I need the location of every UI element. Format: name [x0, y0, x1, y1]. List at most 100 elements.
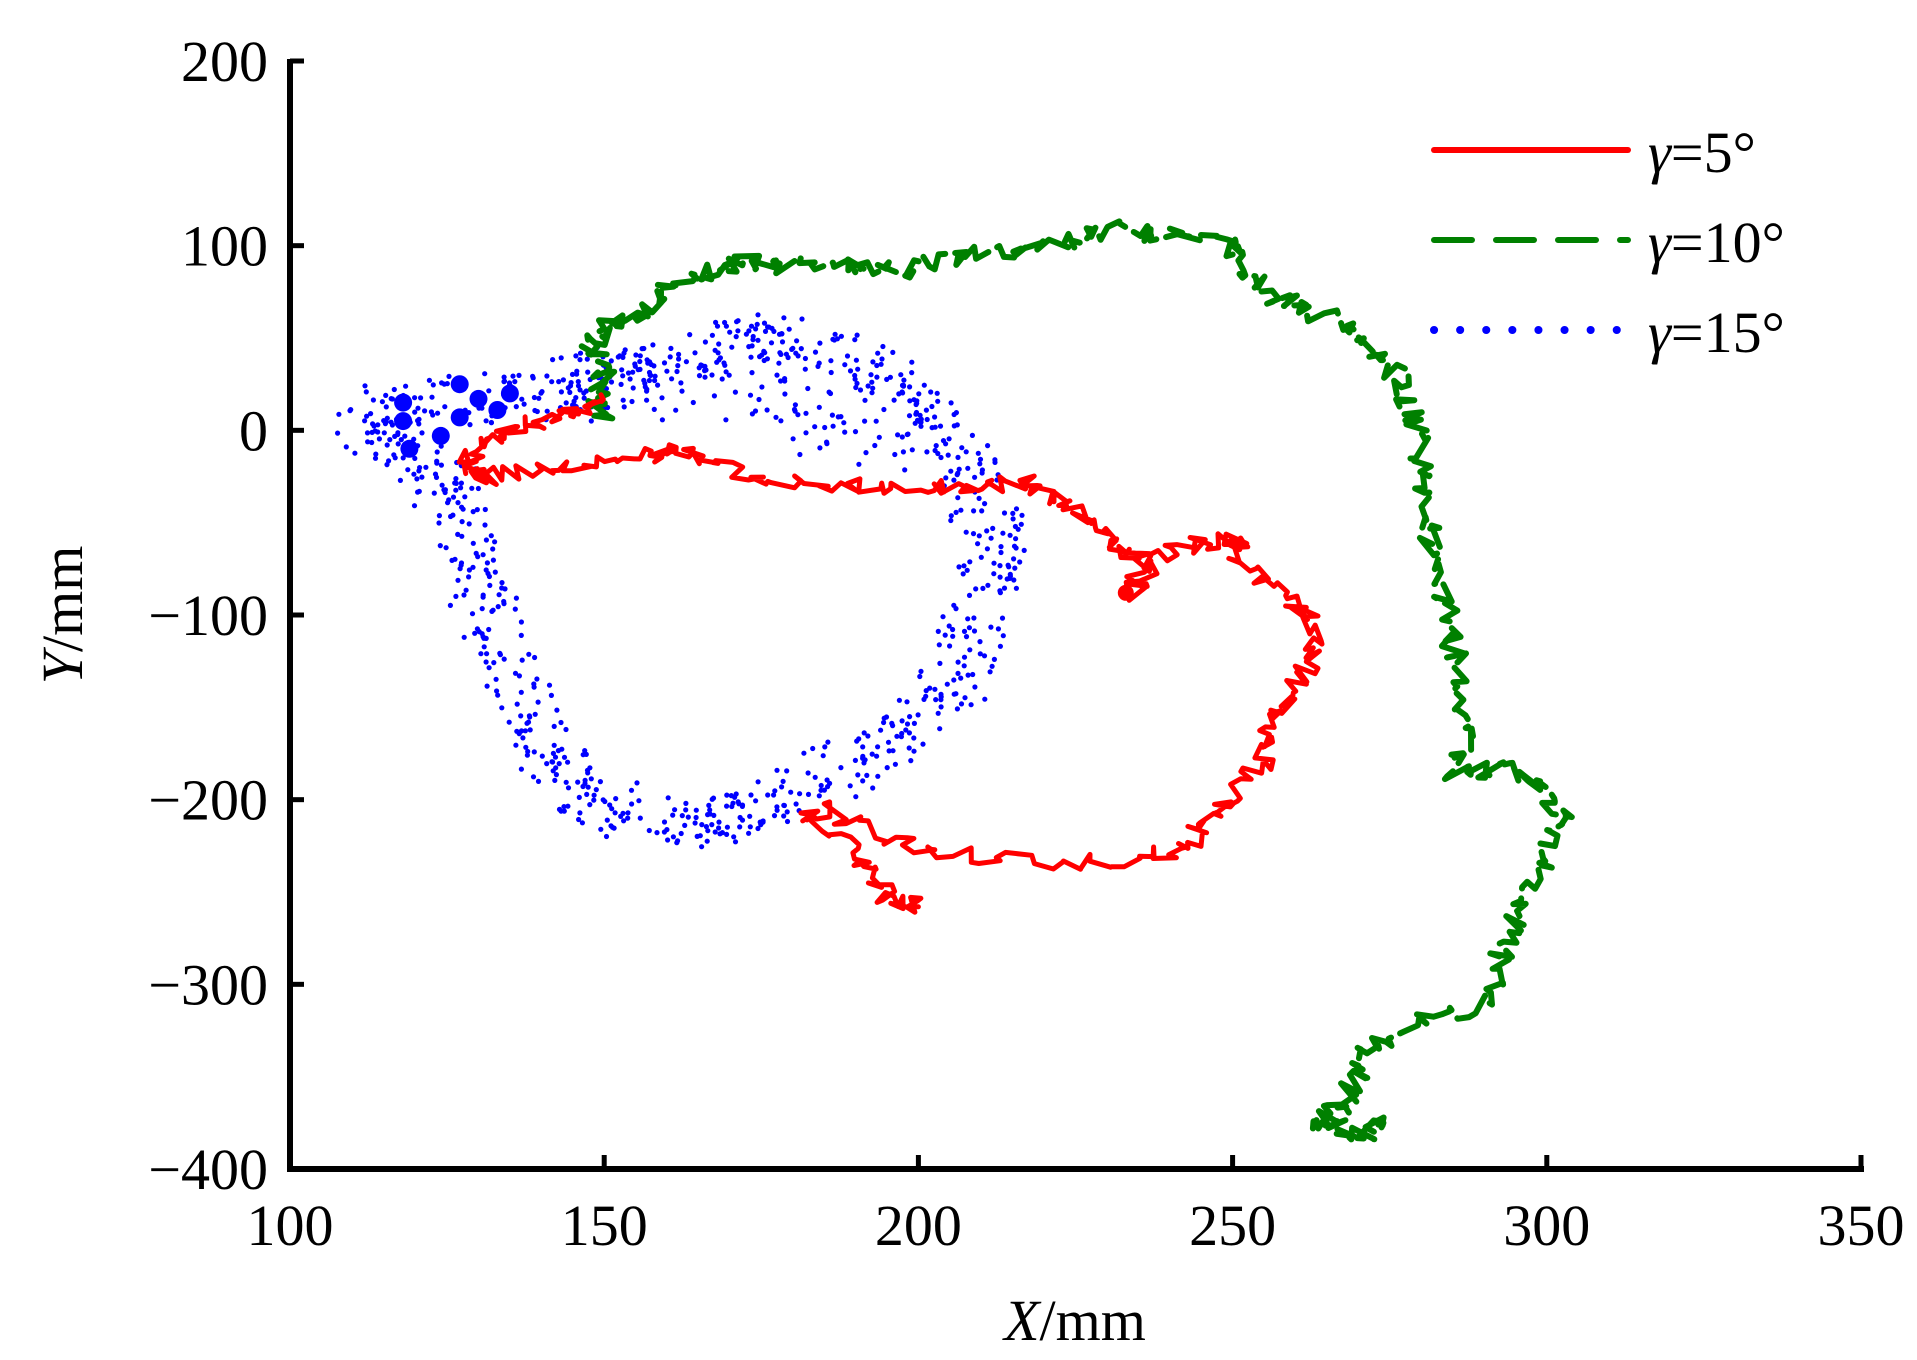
- series-gamma-15-point: [707, 811, 713, 817]
- legend-item: γ=5°: [1431, 120, 1756, 185]
- series-gamma-15-point: [470, 564, 476, 570]
- series-gamma-15-point: [788, 789, 794, 795]
- series-gamma-15-point: [531, 749, 537, 755]
- series-gamma-15-point: [702, 363, 708, 369]
- series-gamma-15-point: [412, 395, 418, 401]
- series-gamma-15-point: [852, 429, 859, 435]
- series-gamma-15-point: [906, 730, 913, 736]
- series-gamma-15-point: [715, 350, 721, 356]
- series-gamma-15-point: [774, 804, 780, 810]
- series-gamma-15-point: [932, 414, 938, 420]
- series-gamma-15-point: [637, 358, 643, 365]
- series-gamma-15-point: [988, 535, 994, 541]
- series-gamma-15-point: [697, 833, 703, 839]
- series-gamma-15-point: [881, 715, 887, 721]
- series-gamma-15-point: [422, 408, 428, 414]
- series-gamma-15-point: [435, 410, 441, 416]
- series-gamma-15-point: [692, 350, 698, 356]
- series-gamma-15-point: [673, 407, 679, 413]
- series-gamma-15-point: [748, 354, 754, 360]
- series-gamma-15-point: [392, 433, 398, 439]
- series-gamma-15-point: [812, 774, 818, 780]
- series-gamma-15-point: [917, 412, 923, 418]
- series-gamma-5-line: [456, 392, 1325, 915]
- series-gamma-15-point: [982, 696, 988, 702]
- series-gamma-15-point: [979, 508, 985, 514]
- series-gamma-15-point: [1011, 556, 1017, 562]
- series-gamma-15-point: [938, 697, 944, 703]
- series-gamma-15-point: [937, 726, 943, 732]
- series-gamma-15-point: [761, 348, 767, 354]
- series-gamma-15-point: [646, 827, 652, 834]
- series-gamma-15-point: [716, 825, 722, 831]
- series-gamma-15-point: [692, 820, 698, 826]
- series-gamma-15-point: [958, 507, 964, 513]
- series-gamma-15-marker: [488, 401, 507, 419]
- series-gamma-15-point: [502, 586, 508, 592]
- series-gamma-15-point: [659, 395, 665, 401]
- series-gamma-15-point: [773, 414, 779, 420]
- series-gamma-15-point: [989, 663, 995, 669]
- series-gamma-15-point: [756, 396, 762, 403]
- series-gamma-15-point: [971, 615, 977, 621]
- series-gamma-15-point: [683, 359, 690, 365]
- series-gamma-15-point: [724, 824, 731, 830]
- series-gamma-15-point: [853, 384, 859, 391]
- x-tick-label: 150: [561, 1193, 648, 1258]
- series-gamma-15-point: [483, 418, 489, 424]
- series-gamma-15-point: [587, 802, 593, 808]
- series-gamma-15-point: [481, 635, 487, 641]
- series-gamma-15-point: [855, 772, 861, 778]
- series-gamma-15-point: [534, 676, 540, 682]
- series-gamma-15-point: [801, 750, 807, 756]
- series-gamma-15-point: [634, 780, 640, 786]
- series-gamma-15-point: [411, 503, 418, 509]
- series-gamma-15-point: [748, 323, 755, 329]
- y-tick-label: −100: [148, 583, 268, 648]
- series-gamma-15-point: [812, 424, 818, 430]
- series-gamma-15-point: [827, 390, 834, 397]
- series-gamma-15-point: [567, 383, 574, 389]
- series-gamma-15-point: [581, 395, 587, 401]
- series-gamma-15-point: [719, 376, 725, 382]
- series-gamma-15-point: [847, 783, 853, 789]
- series-gamma-15-point: [403, 383, 409, 389]
- series-gamma-15-point: [761, 320, 768, 326]
- series-gamma-15-point: [554, 707, 560, 713]
- series-gamma-15-point: [784, 768, 790, 774]
- series-gamma-15-point: [958, 701, 965, 707]
- series-gamma-15-point: [884, 765, 890, 771]
- series-gamma-15-point: [793, 801, 799, 807]
- series-gamma-15-point: [735, 318, 741, 324]
- series-gamma-15-point: [588, 776, 594, 782]
- series-gamma-15-point: [510, 373, 516, 379]
- series-gamma-15-point: [561, 804, 567, 810]
- series-gamma-15-point: [384, 442, 390, 448]
- series-gamma-15-point: [909, 447, 915, 453]
- series-gamma-15-point: [627, 376, 633, 382]
- series-gamma-15-point: [1010, 510, 1016, 516]
- series-gamma-15-point: [501, 598, 507, 605]
- series-gamma-15-point: [1010, 516, 1016, 522]
- legend-label-value: =10°: [1671, 210, 1785, 275]
- series-gamma-15-point: [620, 397, 626, 403]
- series-gamma-15-point: [916, 391, 922, 397]
- series-gamma-15-point: [484, 651, 490, 657]
- series-gamma-15-point: [383, 419, 389, 425]
- series-gamma-15-point: [630, 385, 636, 391]
- series-gamma-15-point: [904, 721, 911, 727]
- series-gamma-15-point: [474, 507, 480, 513]
- series-gamma-15-point: [544, 408, 550, 414]
- series-gamma-15-point: [968, 702, 974, 708]
- legend-label: γ=5°: [1648, 120, 1756, 185]
- series-gamma-15-point: [933, 443, 939, 449]
- series-gamma-15-point: [791, 406, 798, 413]
- series-gamma-15-point: [434, 449, 440, 455]
- series-gamma-15-point: [762, 328, 769, 334]
- x-axis-title-var: X: [1002, 1288, 1042, 1353]
- series-gamma-15-point: [522, 728, 529, 734]
- series-gamma-15-point: [434, 460, 440, 466]
- series-gamma-15-point: [637, 353, 643, 359]
- series-gamma-15-point: [466, 574, 472, 580]
- series-gamma-15-point: [1006, 564, 1012, 570]
